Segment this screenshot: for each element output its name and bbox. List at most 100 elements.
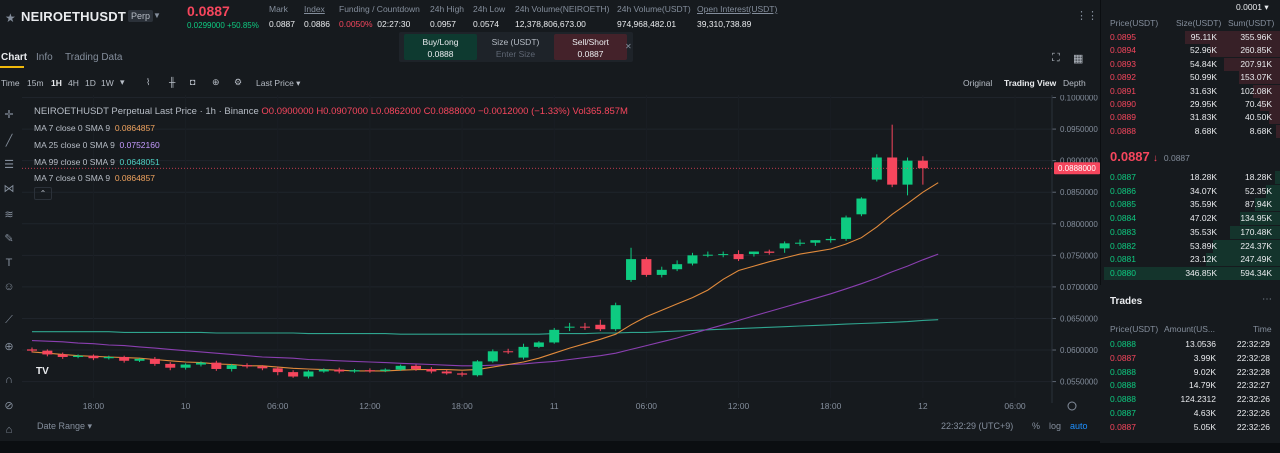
symbol-name[interactable]: NEIROETHUSDT [21, 9, 126, 24]
price-chart[interactable]: 0.1000000 0.0950000 0.0900000 0.0850000 0.08… [22, 95, 1100, 440]
price-cell: 0.0888 [1110, 125, 1136, 136]
stat-index[interactable]: Index 0.0886 [304, 4, 330, 29]
text-tool-icon[interactable]: T [5, 257, 13, 269]
candle-type-icon[interactable]: ╫ [169, 77, 176, 87]
size-cell: 346.85K [1185, 267, 1217, 278]
depth-bar [1103, 266, 1280, 280]
ma-row[interactable]: MA 25 close 0 SMA 9 0.0752160 [34, 140, 160, 150]
date-range-button[interactable]: Date Range ▾ [37, 421, 93, 431]
buy-long-button[interactable]: Buy/Long 0.0888 [404, 34, 477, 60]
ask-row[interactable]: 0.0895 95.11K 355.96K [1100, 31, 1280, 44]
brush-icon[interactable]: ✎ [4, 233, 14, 245]
ma-row[interactable]: MA 99 close 0 SMA 9 0.0648051 [34, 157, 160, 167]
percent-scale-toggle[interactable]: % [1032, 421, 1041, 431]
emoji-icon[interactable]: ☺ [3, 281, 15, 293]
candle-body [242, 365, 253, 367]
fullscreen-icon[interactable]: ⛶ [1052, 52, 1060, 64]
candle-body [533, 342, 544, 347]
candle-body [180, 364, 191, 368]
candle-body [610, 305, 621, 330]
auto-scale-toggle[interactable]: auto [1070, 421, 1088, 431]
close-icon[interactable]: ✕ [625, 42, 632, 51]
bid-row[interactable]: 0.0883 35.53K 170.48K [1100, 225, 1280, 239]
trade-row: 0.0887 3.99K 22:32:28 [1100, 353, 1280, 367]
bid-row[interactable]: 0.0881 23.12K 247.49K [1100, 253, 1280, 267]
add-indicator-icon[interactable]: ⊕ [212, 77, 220, 87]
clock-readout: 22:32:29 (UTC+9) [941, 421, 1014, 431]
ma-row[interactable]: MA 7 close 0 SMA 9 0.0864857 [34, 123, 155, 133]
ask-row[interactable]: 0.0893 54.84K 207.91K [1100, 57, 1280, 71]
depth-bar [1238, 71, 1280, 85]
trade-time: 22:32:26 [1236, 408, 1270, 418]
tab-info[interactable]: Info [36, 52, 53, 63]
ask-row[interactable]: 0.0890 29.95K 70.45K [1100, 98, 1280, 111]
size-input[interactable]: Size (USDT) Enter Size [491, 37, 540, 59]
size-cell: 53.89K [1190, 240, 1217, 251]
collapse-legend-button[interactable]: ⌃ [34, 187, 52, 200]
sell-short-button[interactable]: Sell/Short 0.0887 [554, 34, 627, 60]
time-label: Time [1, 78, 20, 88]
precision-select[interactable]: 0.0001 ▾ [1236, 2, 1269, 12]
ask-row[interactable]: 0.0891 31.63K 102.08K [1100, 84, 1280, 98]
crosshair-icon[interactable]: ✛ [4, 109, 14, 121]
chevron-down-icon[interactable]: ▾ [120, 77, 125, 87]
candle-body [902, 160, 913, 185]
trade-row: 0.0887 5.05K 22:32:26 [1100, 422, 1280, 436]
stat-open-interest[interactable]: Open Interest(USDT) 39,310,738.89 [697, 4, 778, 29]
interval-1h[interactable]: 1H [51, 78, 62, 88]
size-cell: 31.83K [1190, 112, 1217, 123]
interval-1w[interactable]: 1W [101, 78, 114, 88]
bid-row[interactable]: 0.0882 53.89K 224.37K [1100, 239, 1280, 253]
view-trading-view[interactable]: Trading View [1004, 78, 1057, 88]
trade-price: 0.0887 [1110, 421, 1136, 432]
ask-row[interactable]: 0.0889 31.83K 40.50K [1100, 111, 1280, 125]
interval-15m[interactable]: 15m [27, 78, 44, 88]
ma-row[interactable]: MA 7 close 0 SMA 9 0.0864857 [34, 173, 155, 183]
ask-row[interactable]: 0.0888 8.68K 8.68K [1100, 124, 1280, 138]
chevron-down-icon[interactable]: ▼ [153, 11, 161, 20]
zoom-in-icon[interactable]: ⊕ [4, 341, 14, 353]
horizontal-lines-icon[interactable]: ☰ [4, 159, 14, 171]
interval-1d[interactable]: 1D [85, 78, 96, 88]
layout-grid-icon[interactable]: ▦ [1073, 53, 1084, 65]
tab-trading-data[interactable]: Trading Data [65, 52, 123, 63]
ob-header-sum: Sum(USDT) [1228, 18, 1275, 28]
settings-gear-icon[interactable]: ⚙ [234, 77, 243, 87]
magnet-icon[interactable]: ∩ [5, 374, 13, 386]
ask-row[interactable]: 0.0892 50.99K 153.07K [1100, 71, 1280, 85]
price-type-select[interactable]: Last Price ▾ [256, 78, 301, 88]
size-cell: 29.95K [1190, 99, 1217, 109]
tab-chart[interactable]: Chart [1, 52, 28, 63]
bid-row[interactable]: 0.0880 346.85K 594.34K [1100, 266, 1280, 280]
bid-row[interactable]: 0.0884 47.02K 134.95K [1100, 212, 1280, 226]
trendline-icon[interactable]: ╱ [5, 135, 13, 147]
camera-icon[interactable]: ◘ [190, 77, 196, 87]
ask-row[interactable]: 0.0894 52.96K 260.85K [1100, 44, 1280, 58]
lock-drawings-icon[interactable]: ⊘ [4, 400, 14, 412]
view-depth[interactable]: Depth [1063, 78, 1086, 88]
ruler-icon[interactable]: ⟋ [5, 314, 13, 326]
bid-row[interactable]: 0.0886 34.07K 52.35K [1100, 184, 1280, 198]
depth-bar [1254, 198, 1280, 212]
bid-row[interactable]: 0.0887 18.28K 18.28K [1100, 171, 1280, 184]
log-scale-toggle[interactable]: log [1049, 421, 1062, 431]
view-original[interactable]: Original [963, 78, 993, 88]
trade-price: 0.0887 [1110, 408, 1136, 418]
bid-row[interactable]: 0.0885 35.59K 87.94K [1100, 198, 1280, 212]
tradingview-logo-icon[interactable]: TV [36, 366, 49, 377]
axis-settings-icon [1067, 401, 1077, 411]
ma99-line [32, 319, 939, 335]
trash-icon[interactable]: ⌂ [5, 424, 13, 436]
pattern-icon[interactable]: ⋈ [3, 183, 15, 195]
more-menu-icon[interactable]: ⋯ [1262, 294, 1272, 305]
fib-icon[interactable]: ≋ [4, 209, 14, 221]
favorite-star-icon[interactable]: ★ [5, 11, 16, 25]
interval-4h[interactable]: 4H [68, 78, 79, 88]
more-menu-icon[interactable]: ⋮⋮ [1076, 10, 1098, 22]
candle-body [779, 243, 790, 249]
candlestick-chart[interactable]: 0.1000000 0.0950000 0.0900000 0.0850000 0.08… [22, 95, 1100, 440]
indicator-icon[interactable]: ⌇ [146, 77, 151, 87]
depth-bar [1265, 184, 1280, 198]
price-cell: 0.0885 [1110, 199, 1136, 210]
sum-cell: 170.48K [1240, 226, 1272, 237]
